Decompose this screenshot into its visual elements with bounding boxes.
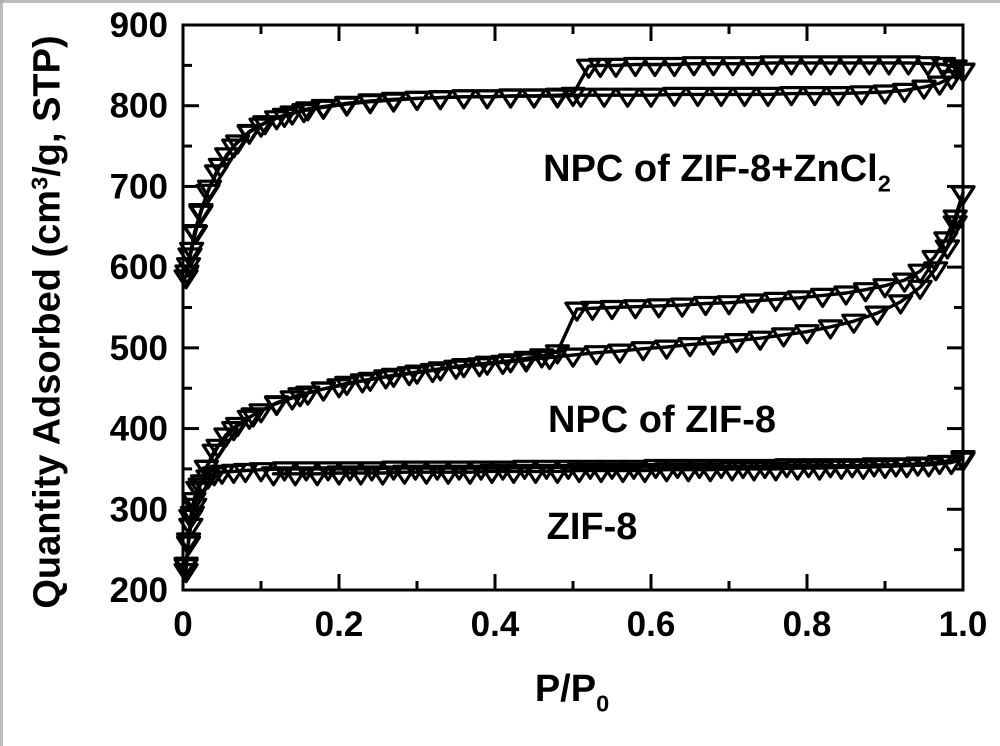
annotation-npc-zif8-zncl2-subscript: 2 — [877, 170, 891, 197]
y-axis-title-units: /g, STP) — [26, 35, 69, 177]
triangle-down-markers — [174, 55, 976, 285]
series-zif8-desorption — [260, 451, 976, 487]
y-tick-label: 400 — [110, 410, 168, 449]
y-tick-label: 300 — [110, 490, 168, 529]
x-tick-label: 0.8 — [783, 605, 832, 644]
annotation-npc-zif8: NPC of ZIF-8 — [548, 399, 776, 442]
annotation-zif8: ZIF-8 — [547, 506, 638, 549]
axis-ticks — [181, 23, 965, 592]
scan-edge-artifact-left — [0, 0, 3, 746]
x-tick-label: 1.0 — [939, 605, 988, 644]
series-npc-zncl2-desorption — [174, 55, 976, 285]
y-tick-label: 700 — [110, 167, 168, 206]
x-tick-label: 0.2 — [315, 605, 364, 644]
y-tick-label: 900 — [110, 6, 168, 45]
y-tick-label: 800 — [110, 87, 168, 126]
annotation-zif8-text: ZIF-8 — [546, 506, 638, 548]
y-axis-title-text: Quantity Adsorbed (cm — [26, 189, 69, 609]
x-axis-title-text: P/P — [534, 668, 597, 710]
x-axis-title: P/P0 — [535, 668, 609, 718]
x-tick-label: 0.4 — [471, 605, 520, 644]
y-axis-title-superscript: 3 — [26, 176, 53, 190]
y-tick-label: 200 — [110, 571, 168, 610]
y-tick-label: 500 — [110, 329, 168, 368]
annotation-npc-zif8-text: NPC of ZIF-8 — [548, 399, 776, 441]
annotation-npc-zif8-zncl2-text: NPC of ZIF-8+ZnCl — [543, 148, 878, 190]
x-axis-title-subscript: 0 — [596, 690, 610, 717]
y-tick-label: 600 — [110, 248, 168, 287]
x-tick-label: 0.6 — [627, 605, 676, 644]
x-tick-label: 0 — [173, 605, 192, 644]
isotherm-line — [184, 191, 965, 566]
annotation-npc-zif8-zncl2: NPC of ZIF-8+ZnCl2 — [543, 148, 891, 198]
triangle-down-markers — [260, 451, 976, 487]
scan-edge-artifact-top — [0, 0, 1000, 3]
y-axis-title: Quantity Adsorbed (cm3/g, STP) — [27, 35, 70, 608]
